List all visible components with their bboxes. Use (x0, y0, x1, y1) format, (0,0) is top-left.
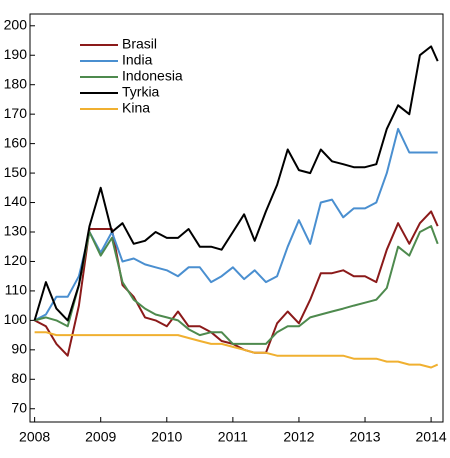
x-tick-label: 2011 (218, 429, 248, 445)
plot-frame (29, 13, 444, 423)
legend-label: Indonesia (122, 68, 183, 84)
y-tick-label: 140 (4, 193, 28, 209)
x-tick-label: 2010 (151, 429, 182, 445)
legend-label: Kina (122, 100, 150, 116)
y-tick-label: 170 (4, 105, 28, 121)
y-tick-label: 90 (11, 341, 27, 357)
y-tick-label: 100 (4, 311, 28, 327)
legend-label: Tyrkia (122, 84, 160, 100)
x-tick-label: 2013 (349, 429, 380, 445)
y-tick-label: 150 (4, 164, 28, 180)
y-tick-label: 160 (4, 134, 28, 150)
y-tick-label: 80 (11, 370, 27, 386)
y-tick-label: 130 (4, 223, 28, 239)
series-line (33, 45, 439, 322)
y-tick-label: 110 (5, 282, 28, 298)
x-tick-label: 2012 (283, 429, 314, 445)
legend-label: Brasil (122, 36, 157, 52)
x-tick-label: 2014 (416, 429, 447, 445)
y-tick-label: 120 (4, 252, 28, 268)
y-tick-label: 180 (4, 75, 28, 91)
series-line (34, 210, 439, 357)
series-line (34, 127, 438, 322)
series-line (34, 331, 439, 369)
y-tick-label: 200 (4, 16, 28, 32)
legend-label: India (122, 52, 153, 68)
x-tick-label: 2009 (85, 429, 116, 445)
series-line (34, 225, 439, 345)
x-tick-label: 2008 (19, 429, 50, 445)
y-tick-label: 70 (11, 399, 27, 415)
y-tick-label: 190 (4, 46, 28, 62)
